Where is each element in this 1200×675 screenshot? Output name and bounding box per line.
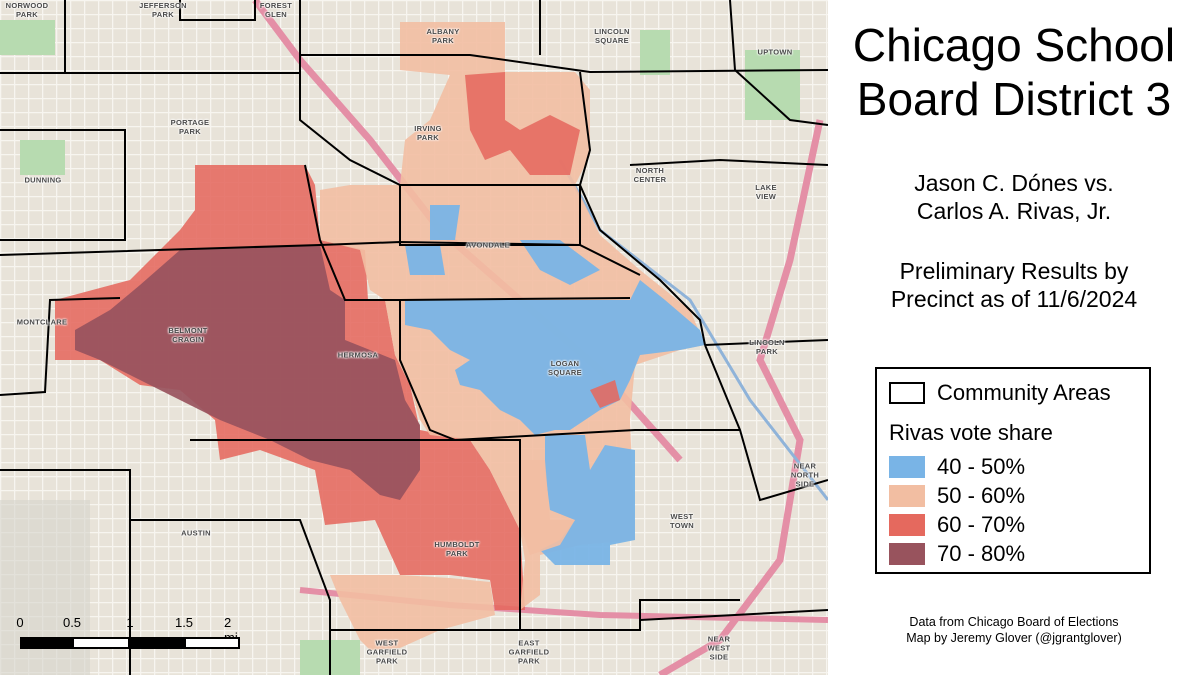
precinct-region-60-70 — [465, 72, 580, 175]
scale-tick-label: 1 — [126, 615, 134, 630]
legend-bin-label: 70 - 80% — [937, 541, 1026, 566]
legend-community-areas-label: Community Areas — [937, 380, 1111, 405]
community-area-label: NORWOOD PARK — [5, 1, 49, 19]
scale-tick-label: 1.5 — [174, 615, 194, 630]
legend-swatch — [889, 514, 925, 536]
community-area-label: LINCOLN SQUARE — [594, 27, 630, 45]
candidates-line: Jason C. Dónes vs. — [914, 170, 1114, 196]
legend-bin: 60 - 70% — [889, 511, 1025, 539]
legend-heading: Rivas vote share — [889, 419, 1053, 447]
community-area-boundary — [0, 54, 828, 74]
legend-panel: Chicago School Board District 3 Jason C.… — [828, 0, 1200, 675]
legend-swatch — [889, 543, 925, 565]
map-title-line: Board District 3 — [856, 73, 1172, 125]
community-area-label: LOGAN SQUARE — [548, 359, 582, 377]
community-area-boundary — [179, 0, 256, 21]
precinct-region-40-50 — [520, 240, 600, 285]
scale-segment — [184, 637, 240, 649]
results-note: Preliminary Results by — [899, 258, 1129, 284]
community-area-label: DUNNING — [24, 175, 62, 185]
community-area-boundary — [399, 185, 581, 246]
park-area — [20, 140, 65, 175]
legend-bin-label: 50 - 60% — [937, 483, 1026, 508]
legend-bin: 40 - 50% — [889, 453, 1025, 481]
community-area-boundary — [0, 297, 121, 396]
candidates-line: Carlos A. Rivas, Jr. — [916, 198, 1112, 224]
community-area-boundary — [304, 164, 631, 301]
legend-bin: 70 - 80% — [889, 540, 1025, 568]
community-area-boundary — [399, 300, 740, 442]
community-area-boundary — [0, 129, 126, 241]
community-area-label: NORTH CENTER — [633, 166, 667, 184]
community-area-label: NEAR WEST SIDE — [707, 634, 731, 662]
community-area-boundaries — [0, 0, 828, 675]
map-legend: Community Areas Rivas vote share 40 - 50… — [875, 367, 1151, 574]
community-area-label: UPTOWN — [757, 47, 793, 57]
community-area-label: JEFFERSON PARK — [139, 1, 187, 19]
data-credit: Data from Chicago Board of Elections — [909, 615, 1119, 629]
community-area-label: HUMBOLDT PARK — [434, 540, 480, 558]
legend-outline-swatch — [889, 382, 925, 404]
scale-tick-label: 0.5 — [62, 615, 82, 630]
map-title: Chicago School Board District 3 — [828, 18, 1200, 126]
community-area-label: IRVING PARK — [414, 124, 442, 142]
community-area-label: BELMONT CRAGIN — [168, 326, 208, 344]
community-area-label: PORTAGE PARK — [170, 118, 210, 136]
results-note: Precinct as of 11/6/2024 — [890, 286, 1138, 312]
community-area-label: EAST GARFIELD PARK — [508, 638, 550, 666]
legend-vote-share-heading: Rivas vote share — [889, 420, 1053, 445]
precinct-region-60-70 — [590, 380, 620, 408]
legend-swatch — [889, 485, 925, 507]
community-area-label: MONTCLARE — [16, 317, 68, 327]
legend-bin: 50 - 60% — [889, 482, 1025, 510]
park-area — [0, 20, 55, 55]
community-area-label: AVONDALE — [466, 240, 510, 250]
author-credit: Map by Jeremy Glover (@jgrantglover) — [906, 631, 1122, 645]
precinct-layer — [55, 22, 705, 650]
precinct-region-50-60 — [520, 460, 575, 555]
precinct-region-50-60 — [330, 575, 495, 650]
community-area-label: WEST GARFIELD PARK — [366, 638, 408, 666]
community-area-label: FOREST GLEN — [259, 1, 293, 19]
precinct-region-40-50 — [405, 245, 445, 275]
community-area-label: WEST TOWN — [670, 512, 694, 530]
precinct-region-70-80 — [75, 245, 420, 500]
community-area-boundary — [579, 184, 706, 346]
community-area-boundary — [520, 599, 740, 631]
community-area-boundary — [729, 0, 828, 126]
expressway — [658, 119, 824, 675]
park-area — [745, 50, 800, 120]
community-area-boundary — [629, 158, 828, 166]
community-area-boundary — [0, 469, 131, 675]
community-area-boundary — [704, 344, 828, 502]
community-area-label: AUSTIN — [181, 528, 211, 538]
precinct-region-40-50 — [405, 280, 705, 435]
community-area-label: LINCOLN PARK — [749, 338, 785, 356]
community-area-label: LAKE VIEW — [755, 183, 777, 201]
map-title-line: Chicago School — [852, 19, 1176, 71]
community-area-boundary — [130, 519, 331, 675]
scale-bar: 00.511.52 mi — [14, 615, 254, 655]
scale-segment — [130, 637, 184, 649]
legend-bin-label: 40 - 50% — [937, 454, 1026, 479]
precinct-map: NORWOOD PARK JEFFERSON PARK FOREST GLEN ALB… — [0, 0, 828, 675]
community-area-label: ALBANY PARK — [426, 27, 460, 45]
legend-community-areas: Community Areas — [889, 379, 1111, 407]
community-area-label: NEAR NORTH SIDE — [790, 461, 820, 489]
legend-swatch — [889, 456, 925, 478]
community-area-boundary — [639, 609, 828, 621]
scale-segment — [72, 637, 130, 649]
scale-tick-label: 0 — [16, 615, 24, 630]
legend-bin-label: 60 - 70% — [937, 512, 1026, 537]
precinct-region-40-50 — [540, 435, 635, 565]
community-area-label: HERMOSA — [337, 350, 379, 360]
community-area-boundary — [190, 439, 521, 631]
precinct-region-40-50 — [430, 205, 460, 240]
community-area-boundary — [704, 339, 828, 346]
river — [558, 159, 828, 501]
park-area — [640, 30, 670, 75]
map-canvas — [0, 0, 828, 675]
scale-segment — [20, 637, 72, 649]
